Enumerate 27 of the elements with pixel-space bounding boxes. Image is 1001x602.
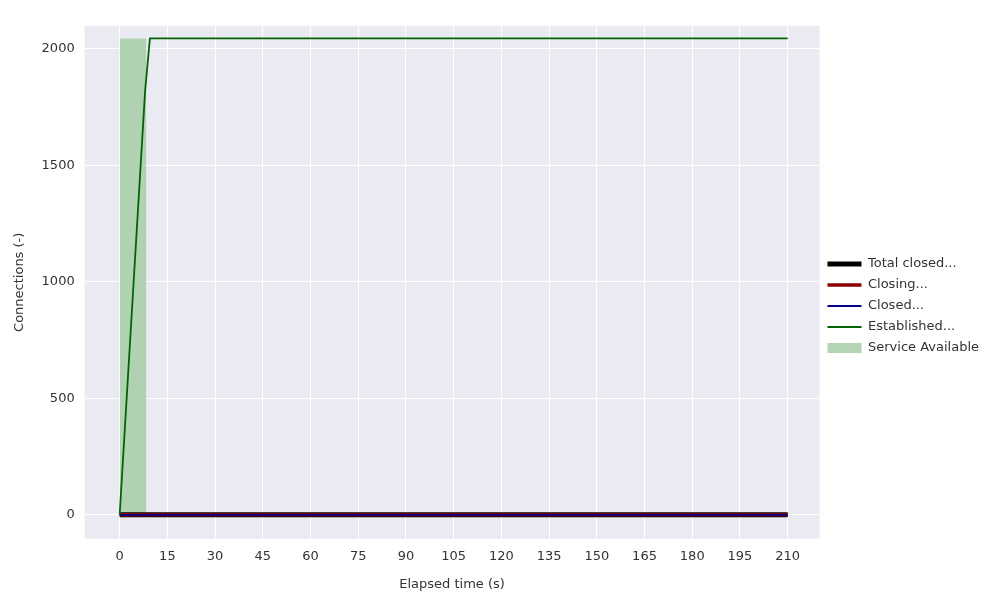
x-tick-label: 165 — [632, 547, 657, 563]
y-tick-label: 1000 — [41, 273, 75, 289]
y-tick-label: 0 — [66, 506, 75, 522]
legend-label: Total closed... — [866, 255, 957, 271]
x-tick-label: 195 — [727, 547, 753, 563]
legend-label: Service Available — [867, 339, 980, 355]
y-tick-label: 1500 — [41, 156, 75, 172]
x-tick-label: 210 — [775, 547, 801, 563]
x-tick-label: 105 — [441, 547, 467, 563]
legend-label: Closing... — [867, 276, 928, 292]
x-tick-label: 135 — [536, 547, 562, 563]
x-axis-title: Elapsed time (s) — [399, 575, 505, 591]
x-tick-label: 120 — [488, 547, 514, 563]
x-tick-label: 60 — [302, 547, 319, 563]
y-tick-label: 2000 — [41, 40, 75, 56]
x-tick-label: 0 — [115, 547, 124, 563]
x-tick-label: 90 — [397, 547, 415, 563]
legend-label: Closed... — [867, 297, 925, 313]
y-tick-label: 500 — [49, 389, 75, 405]
x-tick-label: 150 — [584, 547, 610, 563]
x-tick-label: 15 — [159, 547, 176, 563]
x-tick-label: 75 — [349, 547, 367, 563]
y-axis-title: Connections (-) — [11, 232, 27, 332]
x-tick-label: 180 — [679, 547, 705, 563]
legend-label: Established... — [867, 318, 956, 334]
x-tick-label: 45 — [254, 547, 272, 563]
x-tick-label: 30 — [206, 547, 224, 563]
